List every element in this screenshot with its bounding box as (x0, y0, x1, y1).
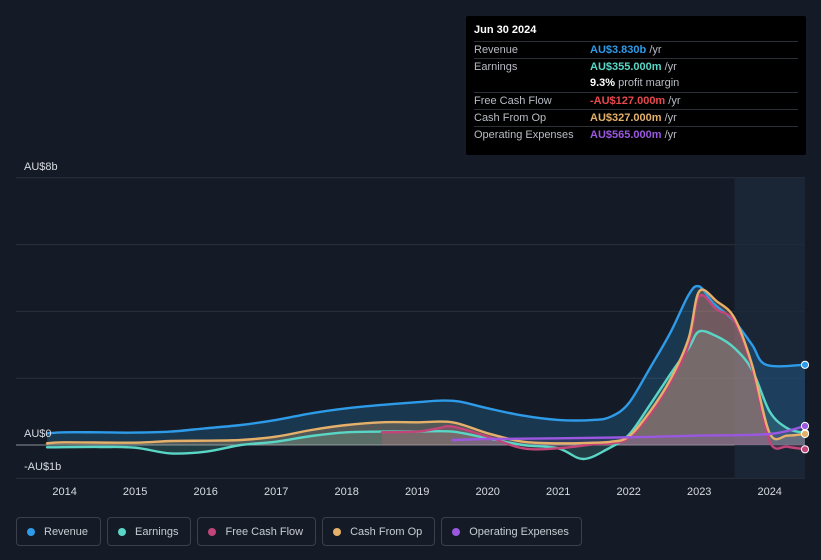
tooltip: Jun 30 2024 Revenue AU$3.830b /yr Earnin… (466, 16, 806, 155)
tooltip-revenue-unit: /yr (649, 44, 662, 56)
x-tick-2021: 2021 (546, 486, 570, 498)
legend-label-operating-expenses: Operating Expenses (469, 525, 569, 538)
y-label-bottom: -AU$1b (24, 461, 61, 473)
tooltip-fcf-label: Free Cash Flow (474, 95, 552, 107)
tooltip-row-cfo: Cash From Op AU$327.000m /yr (474, 109, 798, 126)
tooltip-date: Jun 30 2024 (474, 24, 537, 36)
legend-item-operating-expenses[interactable]: Operating Expenses (441, 517, 582, 546)
operating-expenses-endpoint (800, 421, 810, 431)
legend-item-revenue[interactable]: Revenue (16, 517, 102, 546)
operating-expenses-line (451, 424, 807, 442)
x-tick-2016: 2016 (193, 486, 217, 498)
tooltip-earnings-label: Earnings (474, 61, 518, 73)
x-tick-2020: 2020 (475, 486, 499, 498)
x-tick-2022: 2022 (616, 486, 640, 498)
legend-item-cash-from-op[interactable]: Cash From Op (322, 517, 436, 546)
tooltip-cfo-unit: /yr (664, 112, 677, 124)
revenue-endpoint (800, 360, 810, 369)
tooltip-opex-label: Operating Expenses (474, 129, 574, 141)
legend-label-free-cash-flow: Free Cash Flow (225, 525, 304, 538)
y-label-zero: AU$0 (24, 428, 52, 440)
x-tick-2024: 2024 (757, 486, 781, 498)
tooltip-cfo-label: Cash From Op (474, 112, 547, 124)
operating-expenses-dot-icon (452, 527, 461, 536)
cash-from-op-dot-icon (333, 527, 342, 536)
tooltip-fcf-value: -AU$127.000m (590, 95, 666, 107)
operating-expenses-area (452, 426, 805, 445)
tooltip-margin-label: profit margin (618, 77, 680, 89)
cash-from-op-endpoint (800, 429, 810, 439)
tooltip-opex-unit: /yr (664, 129, 677, 141)
tooltip-earnings-unit: /yr (664, 61, 677, 73)
series-lines (45, 284, 807, 461)
earnings-dot-icon (118, 527, 127, 536)
legend-item-earnings[interactable]: Earnings (107, 517, 192, 546)
series-endpoints (800, 360, 810, 454)
grid-lines (16, 177, 805, 479)
free-cash-flow-dot-icon (208, 527, 217, 536)
x-tick-2014: 2014 (52, 486, 76, 498)
legend: Revenue Earnings Free Cash Flow Cash Fro… (16, 517, 582, 547)
legend-item-free-cash-flow[interactable]: Free Cash Flow (197, 517, 317, 546)
tooltip-row-earnings: Earnings AU$355.000m /yr (474, 58, 798, 75)
cash-from-op-area (47, 289, 805, 445)
free-cash-flow-area (381, 295, 805, 450)
y-label-top: AU$8b (24, 161, 58, 173)
revenue-area (47, 286, 805, 445)
x-tick-2017: 2017 (264, 486, 288, 498)
tooltip-row-opex: Operating Expenses AU$565.000m /yr (474, 126, 798, 143)
tooltip-earnings-value: AU$355.000m (590, 61, 662, 73)
revenue-dot-icon (27, 527, 35, 536)
x-tick-2015: 2015 (123, 486, 147, 498)
tooltip-row-margin: 9.3% profit margin (474, 75, 798, 92)
tooltip-cfo-value: AU$327.000m (590, 112, 662, 124)
x-axis-ticks: 2014 2015 2016 2017 2018 2019 2020 2021 2022 2023… (52, 486, 782, 498)
x-tick-2019: 2019 (405, 486, 429, 498)
x-tick-2023: 2023 (687, 486, 711, 498)
cash-from-op-line (45, 288, 807, 445)
legend-label-cash-from-op: Cash From Op (350, 525, 423, 538)
earnings-line (45, 329, 807, 461)
tooltip-revenue-value: AU$3.830b (590, 44, 647, 56)
x-tick-2018: 2018 (334, 486, 358, 498)
tooltip-margin-value: 9.3% (590, 77, 616, 89)
tooltip-opex-value: AU$565.000m (590, 129, 662, 141)
tooltip-row-revenue: Revenue AU$3.830b /yr (474, 41, 798, 58)
tooltip-revenue-label: Revenue (474, 44, 519, 56)
free-cash-flow-endpoint (800, 445, 810, 454)
legend-label-revenue: Revenue (44, 525, 89, 538)
legend-label-earnings: Earnings (135, 525, 179, 538)
tooltip-row-fcf: Free Cash Flow -AU$127.000m /yr (474, 92, 798, 109)
tooltip-fcf-unit: /yr (668, 95, 681, 107)
